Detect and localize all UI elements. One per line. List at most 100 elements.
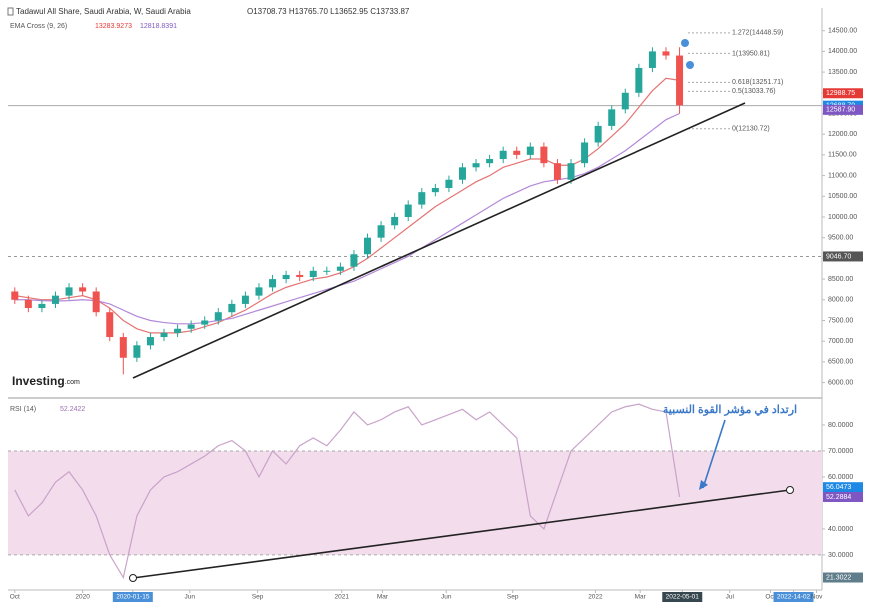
x-tick-label: 2022-14-02: [777, 594, 811, 601]
y-tick-label: 70.0000: [828, 448, 853, 455]
candle-body: [513, 150, 521, 155]
y-tick-label: 11500.00: [828, 152, 857, 159]
candle-body: [24, 299, 32, 309]
candle-body: [146, 337, 154, 346]
fib-label: 0.618(13251.71): [732, 79, 783, 86]
candle-body: [174, 328, 182, 333]
trend-anchor: [786, 486, 794, 494]
candle-body: [160, 332, 168, 338]
candle-body: [241, 295, 249, 304]
price-badge-label: 9046.70: [826, 253, 851, 260]
x-tick-label: Jun: [441, 594, 452, 601]
plot: 6000.00 6500.00 7000.00 7500.00 8000.00 8500.…: [8, 28, 863, 602]
candle-body: [499, 150, 507, 160]
candle-body: [79, 287, 87, 292]
x-tick-label: Sep: [252, 594, 264, 601]
logo-text: Investing: [12, 374, 65, 388]
fib-label: 0(12130.72): [732, 126, 770, 133]
annotation-arrow: [702, 419, 726, 489]
date-badge: [112, 592, 153, 602]
price-badge: [823, 251, 863, 262]
date-badge: [662, 592, 703, 602]
y-tick-label: 9500.00: [828, 235, 853, 242]
price-badge-label: 12988.75: [826, 90, 855, 97]
indicator-value: 12818.8391: [140, 23, 177, 30]
candle-body: [296, 274, 304, 278]
fib-label: 0.5(13033.76): [732, 88, 776, 95]
y-tick-label: 8000.00: [828, 297, 853, 304]
logo-suffix: .com: [65, 379, 80, 386]
rsi-value: 52.2422: [60, 406, 85, 413]
x-tick-label: 2022-05-01: [666, 594, 700, 601]
pin: [686, 61, 694, 69]
y-tick-label: 8500.00: [828, 276, 853, 283]
candle-body: [309, 270, 317, 278]
indicator-value: 13283.9273: [95, 23, 132, 30]
y-tick-label: 14000.00: [828, 48, 857, 55]
y-tick-label: 14500.00: [828, 28, 857, 35]
candle-body: [119, 337, 127, 358]
y-tick-label: 30.0000: [828, 552, 853, 559]
candle-body: [526, 146, 534, 155]
y-tick-label: 7000.00: [828, 338, 853, 345]
series-line: [14, 403, 681, 580]
candle-body: [458, 167, 466, 180]
y-tick-label: 10000.00: [828, 214, 857, 221]
candle-body: [431, 188, 439, 193]
x-tick-label: Mar: [635, 594, 647, 601]
candle-body: [201, 320, 209, 325]
candle-body: [269, 279, 277, 288]
price-badge: [823, 491, 863, 502]
trend-line: [132, 102, 746, 379]
candle-body: [106, 312, 114, 338]
candle-body: [350, 254, 358, 267]
x-tick-label: Mar: [377, 594, 389, 601]
y-tick-label: 6000.00: [828, 379, 853, 386]
candle-body: [404, 204, 412, 217]
x-tick-label: 2022: [588, 594, 603, 601]
indicator-label: EMA Cross (9, 26): [10, 23, 67, 30]
trend-anchor: [129, 574, 137, 582]
candle-body: [51, 295, 59, 304]
y-tick-label: 40.0000: [828, 526, 853, 533]
candle-body: [662, 51, 670, 56]
rsi-trend-line: [132, 489, 791, 579]
ohlc: O13708.73 H13765.70 L13652.95 C13733.87: [247, 7, 410, 16]
price-badge-label: 56.0473: [826, 484, 851, 491]
candle-body: [608, 109, 616, 126]
x-tick-label: Oct: [765, 594, 775, 601]
candle-body: [472, 163, 480, 168]
x-tick-label: 2020: [75, 594, 90, 601]
candle-body: [594, 125, 602, 143]
candle-body: [11, 291, 19, 300]
y-tick-label: 11000.00: [828, 172, 857, 179]
x-tick-label: Jul: [726, 594, 735, 601]
x-tick-label: Nov: [811, 594, 823, 601]
candle-body: [621, 92, 629, 110]
candle-body: [648, 51, 656, 68]
x-tick-label: 2020-01-15: [116, 594, 150, 601]
price-badge: [823, 88, 863, 99]
candle-body: [336, 266, 344, 271]
rsi-band: [8, 450, 822, 555]
candle-body: [255, 287, 263, 296]
price-badge: [823, 482, 863, 493]
x-tick-label: Jun: [185, 594, 196, 601]
icon: [7, 7, 14, 16]
y-tick-label: 13500.00: [828, 69, 857, 76]
pin: [681, 39, 689, 47]
chart-title: Tadawul All Share, Saudi Arabia, W, Saud…: [16, 7, 191, 16]
candle-body: [676, 55, 684, 106]
candle-body: [38, 303, 46, 309]
candle-body: [364, 237, 372, 255]
candle-body: [187, 324, 195, 329]
annotation: ارتداد في مؤشر القوة النسبية: [663, 404, 797, 417]
rsi-title: RSI (14): [10, 406, 36, 413]
price-badge: [823, 572, 863, 583]
y-tick-label: 60.0000: [828, 474, 853, 481]
fib-label: 1(13950.81): [732, 50, 770, 57]
y-tick-label: 10500.00: [828, 193, 857, 200]
candle-body: [92, 291, 100, 313]
candle-body: [65, 287, 73, 296]
arrow-head: [699, 480, 708, 490]
